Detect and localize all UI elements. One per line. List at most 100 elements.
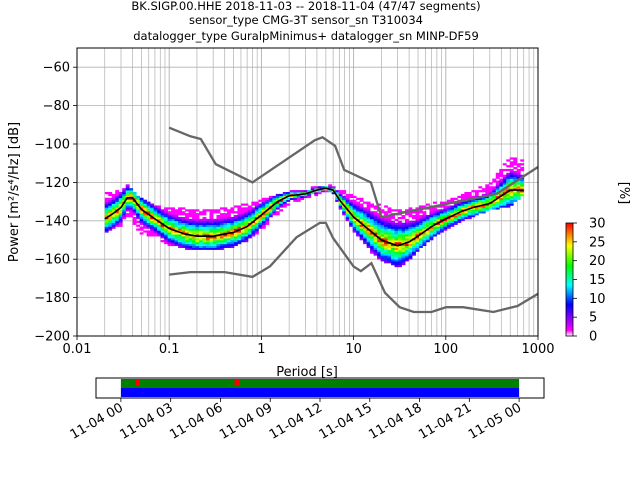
- density-cell: [167, 211, 172, 214]
- density-cell: [446, 211, 451, 214]
- density-cell: [436, 215, 441, 218]
- density-cell: [219, 232, 224, 235]
- density-cell: [118, 224, 123, 227]
- density-cell: [209, 240, 214, 243]
- density-cell: [398, 238, 402, 241]
- density-cell: [254, 213, 259, 216]
- density-cell: [380, 236, 385, 239]
- density-cell: [178, 238, 182, 241]
- density-cell: [425, 230, 430, 233]
- density-cell: [401, 226, 406, 229]
- density-cell: [488, 190, 493, 193]
- density-cell: [139, 218, 144, 222]
- density-cell: [174, 224, 179, 227]
- density-cell: [178, 236, 182, 239]
- density-cell: [366, 213, 371, 216]
- density-cell: [366, 209, 371, 212]
- density-cell: [380, 222, 385, 225]
- density-cell: [111, 216, 116, 220]
- density-cell: [167, 213, 172, 216]
- density-cell: [408, 207, 413, 210]
- density-cell: [342, 190, 347, 193]
- density-cell: [244, 207, 249, 210]
- density-cell: [251, 207, 256, 210]
- density-cell: [167, 241, 172, 245]
- density-cell: [174, 216, 179, 220]
- density-cell: [230, 226, 235, 229]
- density-cell: [230, 230, 235, 233]
- density-cell: [146, 203, 151, 206]
- density-cell: [342, 199, 347, 202]
- density-cell: [160, 232, 165, 235]
- density-cell: [352, 205, 357, 208]
- density-cell: [446, 220, 451, 224]
- density-cell: [244, 203, 249, 206]
- density-cell: [387, 261, 392, 264]
- density-cell: [495, 172, 500, 176]
- density-cell: [439, 226, 444, 229]
- density-cell: [436, 230, 441, 233]
- density-cell: [286, 193, 291, 197]
- density-cell: [150, 211, 155, 214]
- density-cell: [164, 236, 168, 239]
- density-cell: [219, 207, 224, 210]
- density-cell: [247, 216, 252, 220]
- density-cell: [509, 193, 514, 197]
- density-cell: [335, 197, 340, 200]
- density-cell: [398, 234, 402, 237]
- density-cell: [181, 241, 186, 245]
- density-cell: [432, 215, 437, 218]
- density-cell: [429, 228, 434, 231]
- density-cell: [391, 241, 395, 245]
- density-cell: [387, 234, 392, 237]
- density-cell: [265, 222, 270, 225]
- density-cell: [422, 220, 427, 224]
- density-cell: [244, 228, 249, 231]
- series-line-nhnm: [168, 126, 538, 219]
- density-cell: [408, 232, 413, 235]
- density-cell: [516, 188, 521, 191]
- density-cell: [432, 218, 437, 222]
- density-cell: [265, 220, 270, 224]
- density-cell: [506, 180, 511, 183]
- density-cell: [502, 201, 507, 204]
- density-cell: [209, 213, 214, 216]
- density-cell: [356, 207, 361, 210]
- density-cell: [408, 228, 413, 231]
- density-cell: [387, 224, 392, 227]
- density-cell: [206, 245, 210, 248]
- density-cell: [356, 230, 361, 233]
- density-cell: [345, 215, 350, 218]
- density-cell: [422, 226, 427, 229]
- density-cell: [150, 220, 155, 224]
- density-cell: [188, 218, 193, 222]
- density-cell: [373, 211, 378, 214]
- density-cell: [481, 199, 486, 202]
- density-cell: [258, 211, 263, 214]
- density-cell: [174, 218, 179, 222]
- density-cell: [136, 207, 141, 210]
- density-cell: [230, 234, 235, 237]
- density-cell: [450, 218, 455, 222]
- density-cell: [352, 213, 357, 216]
- density-cell: [366, 243, 371, 247]
- density-cell: [349, 222, 354, 225]
- density-cell: [411, 245, 416, 248]
- x-tick-label: 0.01: [63, 342, 92, 357]
- density-cell: [289, 192, 294, 195]
- density-cell: [405, 236, 409, 239]
- density-cell: [373, 230, 378, 233]
- density-cell: [240, 230, 245, 233]
- density-cell: [405, 247, 409, 250]
- density-cell: [233, 243, 238, 247]
- density-cell: [108, 193, 113, 197]
- density-cell: [258, 205, 263, 208]
- density-cell: [108, 220, 113, 224]
- density-cell: [443, 220, 448, 224]
- density-cell: [223, 241, 228, 245]
- density-cell: [345, 193, 350, 197]
- density-cell: [359, 232, 364, 235]
- density-cell: [314, 188, 319, 191]
- density-cell: [307, 190, 312, 193]
- density-cell: [226, 243, 231, 247]
